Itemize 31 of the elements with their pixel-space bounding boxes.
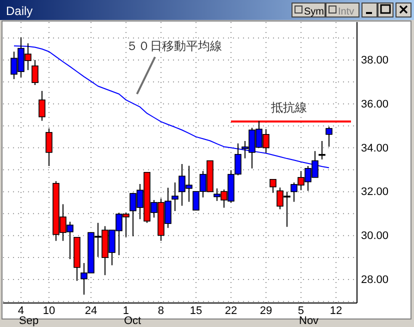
candlestick — [318, 140, 326, 160]
x-tick-label: 10 — [42, 304, 56, 317]
x-tick-label: 29 — [260, 304, 272, 317]
candlestick — [32, 59, 38, 86]
candlestick — [172, 182, 178, 212]
text: Sep — [19, 315, 39, 327]
x-tick-label: 5 — [298, 304, 304, 317]
ref-line-label: 抵抗線 — [270, 100, 307, 114]
candlestick — [270, 178, 276, 194]
y-tick-label: 34.00 — [361, 142, 389, 154]
x-tick-label: 24 — [84, 304, 98, 317]
y-tick-label: 32.00 — [361, 186, 389, 198]
candlestick — [38, 90, 46, 122]
y-tick-label: 28.00 — [361, 274, 389, 286]
annotation: ５０日移動平均線 — [126, 39, 222, 53]
x-tick-label: 22 — [224, 304, 238, 317]
chart-title: Daily — [6, 4, 33, 18]
x-tick-label: 8 — [158, 304, 164, 317]
y-tick-label: 30.00 — [361, 230, 389, 242]
toggle-button: Sym — [292, 2, 326, 18]
text: Oct — [124, 315, 142, 327]
y-tick-label: 36.00 — [361, 98, 389, 110]
y-tick-label: 38.00 — [361, 54, 389, 66]
candlestick — [326, 126, 332, 148]
x-tick-label: 4 — [18, 304, 24, 317]
text: Nov — [299, 315, 320, 327]
candlestick — [46, 128, 52, 167]
x-tick-label: 1 — [122, 304, 130, 317]
x-tick-label: 15 — [190, 304, 202, 317]
x-tick-label: 12 — [330, 304, 342, 317]
toggle-button: Intv — [326, 2, 360, 18]
